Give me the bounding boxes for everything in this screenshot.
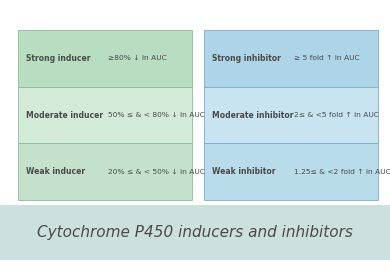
Text: 2≤ & <5 fold ↑ in AUC: 2≤ & <5 fold ↑ in AUC: [294, 112, 379, 118]
Text: Moderate inhibitor: Moderate inhibitor: [212, 111, 294, 120]
Text: Strong inducer: Strong inducer: [26, 54, 90, 63]
Bar: [204, 87, 378, 143]
Text: Moderate inducer: Moderate inducer: [26, 111, 103, 120]
Text: 50% ≤ & < 80% ↓ in AUC: 50% ≤ & < 80% ↓ in AUC: [108, 112, 206, 118]
Text: ≥ 5 fold ↑ in AUC: ≥ 5 fold ↑ in AUC: [294, 55, 360, 61]
Text: Cytochrome P450 inducers and inhibitors: Cytochrome P450 inducers and inhibitors: [37, 225, 353, 240]
Text: ≥80% ↓ in AUC: ≥80% ↓ in AUC: [108, 55, 167, 61]
Text: 1.25≤ & <2 fold ↑ in AUC: 1.25≤ & <2 fold ↑ in AUC: [294, 169, 390, 175]
Bar: [0, 205, 390, 260]
Text: Weak inducer: Weak inducer: [26, 167, 85, 176]
Text: Weak inhibitor: Weak inhibitor: [212, 167, 275, 176]
Text: Strong inhibitor: Strong inhibitor: [212, 54, 281, 63]
Bar: [18, 30, 192, 87]
Text: 20% ≤ & < 50% ↓ in AUC: 20% ≤ & < 50% ↓ in AUC: [108, 169, 206, 175]
Bar: [204, 143, 378, 200]
Bar: [18, 143, 192, 200]
Bar: [204, 30, 378, 87]
Bar: [18, 87, 192, 143]
